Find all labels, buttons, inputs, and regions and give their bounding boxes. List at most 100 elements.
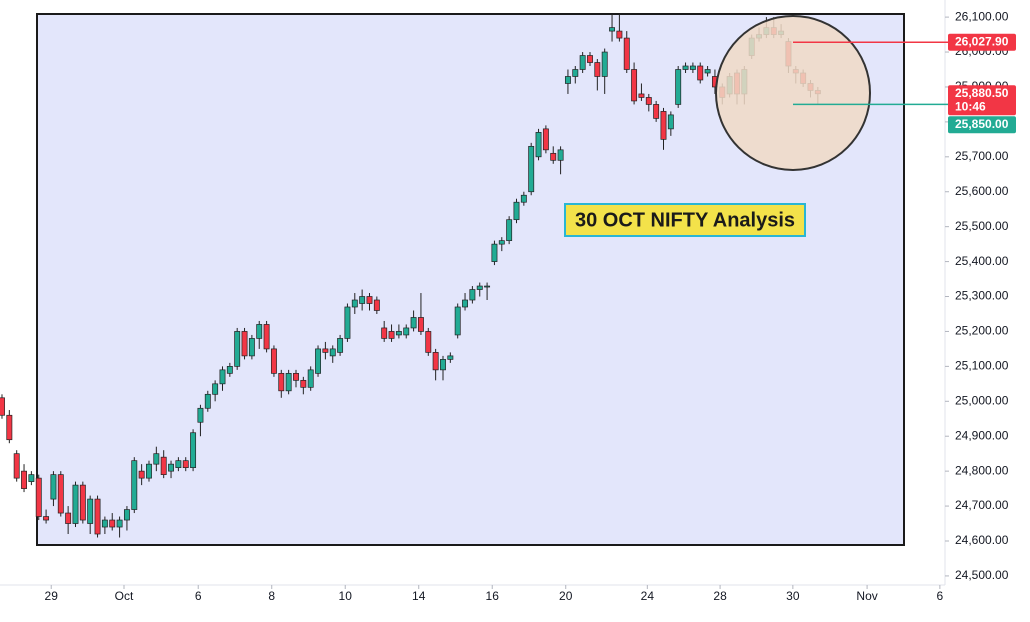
candle-body [542, 128, 549, 151]
candle-body [50, 474, 57, 500]
candle-body [462, 299, 468, 308]
candle-body [57, 474, 64, 514]
candle-body [278, 373, 285, 392]
candle-body [322, 348, 329, 353]
y-tick-label: 24,600.00 [955, 533, 1009, 547]
price-tag-label: 25,850.00 [955, 117, 1009, 131]
candle-body [513, 201, 520, 221]
candle-body [653, 104, 660, 119]
x-tick-label: 10 [339, 589, 353, 603]
candle-body [248, 338, 255, 357]
candle-body [491, 243, 498, 262]
x-tick-label: 8 [268, 589, 275, 603]
candle-body [359, 296, 366, 304]
candle-body [425, 331, 432, 353]
candle-body [557, 149, 564, 161]
candle-body [498, 240, 505, 245]
candle-body [263, 324, 270, 350]
candle-body [506, 219, 513, 241]
candle-body [616, 30, 623, 39]
candle-body [256, 324, 263, 339]
y-tick-label: 25,000.00 [955, 393, 1009, 407]
price-tag [948, 116, 1016, 134]
y-tick-label: 24,800.00 [955, 463, 1009, 477]
candle-body [403, 327, 410, 336]
y-tick-label: 24,500.00 [955, 568, 1009, 582]
y-tick-label: 25,400.00 [955, 254, 1009, 268]
candle-body [329, 348, 336, 357]
candle-body [315, 348, 321, 374]
x-tick-label: 30 [786, 589, 800, 603]
candle-body [337, 338, 344, 353]
candle-body [219, 369, 226, 385]
candle-body [0, 397, 5, 416]
candle-body [153, 453, 160, 465]
x-tick-label: 14 [412, 589, 426, 603]
candle-body [704, 69, 711, 74]
candle-body [689, 65, 696, 70]
candle-body [123, 509, 130, 521]
x-tick-label: Nov [856, 589, 877, 603]
candle-body [109, 519, 116, 528]
candle-body [212, 383, 219, 395]
candle-body [87, 498, 94, 524]
candle-body [520, 194, 527, 203]
candle-body [204, 393, 211, 409]
candle-body [6, 414, 13, 441]
candle-body [469, 289, 476, 301]
price-tag [948, 33, 1016, 51]
candle-body [395, 331, 402, 336]
candle-body [138, 470, 145, 479]
x-tick-label: 6 [195, 589, 202, 603]
overlay [793, 41, 948, 106]
candle-body [234, 331, 241, 367]
candle-body [410, 317, 417, 329]
candle-body [667, 114, 674, 130]
candle-body [609, 27, 615, 32]
countdown: 10:46 [955, 99, 986, 113]
candle-body [79, 484, 86, 521]
candle-body [175, 460, 182, 469]
y-tick-label: 25,700.00 [955, 149, 1009, 163]
y-tick-label: 25,300.00 [955, 289, 1009, 303]
candle-body [28, 474, 35, 482]
focus-circle [715, 15, 871, 171]
candle-body [344, 306, 351, 339]
candle-body [131, 460, 138, 510]
candle-body [564, 76, 571, 84]
candle-body [43, 516, 50, 521]
annotation-box [564, 203, 806, 237]
candle-body [645, 97, 652, 105]
candle-body [682, 65, 689, 70]
candle-body [660, 111, 667, 140]
candle-body [182, 460, 189, 469]
candle-body [381, 327, 388, 339]
candle-body [535, 132, 542, 158]
candle-body [94, 498, 101, 535]
candle-body [550, 152, 557, 161]
x-tick-label: 16 [486, 589, 500, 603]
candle-body [528, 145, 535, 193]
y-tick-label: 24,900.00 [955, 428, 1009, 442]
x-tick-label: Oct [115, 589, 134, 603]
candle-body [601, 51, 608, 77]
candle-body [594, 62, 601, 77]
candle-body [21, 470, 27, 489]
y-tick-label: 26,100.00 [955, 9, 1009, 23]
candle-body [307, 369, 314, 388]
candle-body [432, 352, 439, 371]
candle-body [373, 299, 380, 311]
candle-body [101, 519, 108, 528]
candle-body [146, 463, 152, 479]
x-tick-label: 29 [45, 589, 59, 603]
candle-body [160, 456, 167, 475]
candle-body [440, 359, 446, 371]
candle-body [579, 55, 586, 70]
candle-body [366, 296, 373, 304]
y-tick-label: 25,100.00 [955, 359, 1009, 373]
price-tag [948, 85, 1016, 116]
y-tick-label: 25,500.00 [955, 219, 1009, 233]
x-tick-label: 24 [641, 589, 655, 603]
candle-body [447, 355, 454, 360]
